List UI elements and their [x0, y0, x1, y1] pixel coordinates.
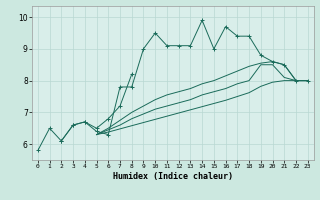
X-axis label: Humidex (Indice chaleur): Humidex (Indice chaleur) [113, 172, 233, 181]
